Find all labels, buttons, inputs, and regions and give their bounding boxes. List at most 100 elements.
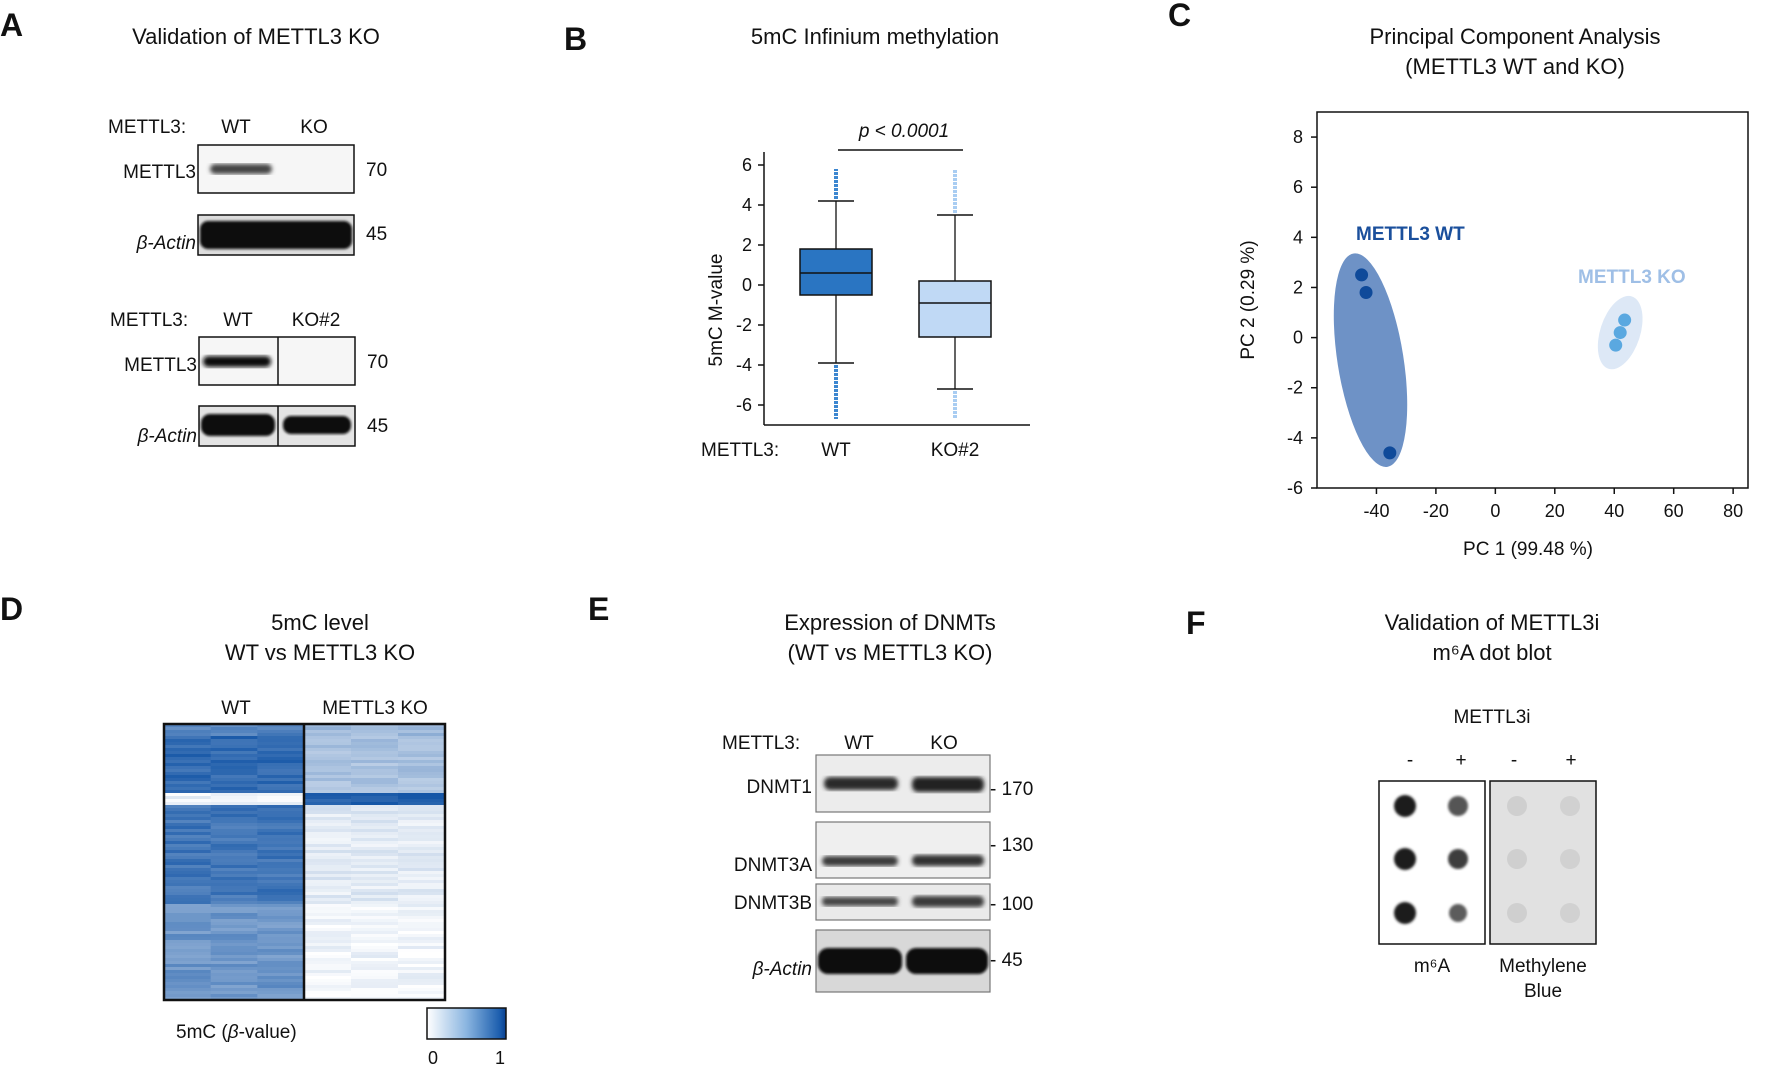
heatmap-cell-ko	[398, 946, 446, 950]
heatmap-cell-wt	[257, 919, 305, 923]
pca-frame	[1316, 111, 1749, 489]
heatmap-cell-wt	[210, 946, 258, 950]
heatmap-cell-wt	[164, 874, 212, 878]
heatmap-cell-ko	[304, 967, 352, 971]
heatmap-cell-ko	[398, 802, 446, 806]
heatmap-cell-wt	[257, 817, 305, 821]
pca-ytick-label: 2	[1293, 277, 1303, 297]
panel-f-title-line1: Validation of METTL3i	[1385, 610, 1600, 635]
heatmap-cell-wt	[257, 985, 305, 989]
heatmap-cell-wt	[257, 808, 305, 812]
pca-point-wt	[1359, 285, 1373, 299]
heatmap-cell-wt	[164, 898, 212, 902]
panel-e-title-line1: Expression of DNMTs	[784, 610, 996, 635]
heatmap-cell-ko	[304, 802, 352, 806]
heatmap-cell-wt	[164, 961, 212, 965]
heatmap-cell-ko	[351, 727, 399, 731]
heatmap-cell-wt	[257, 952, 305, 956]
heatmap-cell-wt	[164, 823, 212, 827]
heatmap-cell-wt	[210, 784, 258, 788]
heatmap-cell-ko	[304, 859, 352, 863]
heatmap-cell-ko	[398, 973, 446, 977]
heatmap-cell-wt	[164, 820, 212, 824]
heatmap-cell-wt	[210, 871, 258, 875]
heatmap-cell-ko	[304, 880, 352, 884]
heatmap-cell-wt	[257, 820, 305, 824]
heatmap-cell-wt	[257, 907, 305, 911]
heatmap-cell-ko	[398, 979, 446, 983]
heatmap-cell-wt	[210, 934, 258, 938]
blot-a2-mettl3-band-wt	[203, 356, 271, 367]
heatmap-cell-ko	[304, 757, 352, 761]
heatmap-cell-ko	[351, 880, 399, 884]
heatmap-cell-ko	[398, 964, 446, 968]
heatmap-cell-ko	[398, 892, 446, 896]
blot-a2-actin-band-ko	[283, 416, 351, 434]
heatmap-cell-ko	[398, 799, 446, 803]
heatmap-cell-ko	[398, 910, 446, 914]
blot-e-actin-band-ko	[906, 948, 988, 974]
heatmap-cell-wt	[210, 985, 258, 989]
heatmap-cell-ko	[398, 778, 446, 782]
heatmap-cell-ko	[351, 931, 399, 935]
heatmap-cell-wt	[210, 832, 258, 836]
heatmap-cell-ko	[304, 769, 352, 773]
panel-b-ylabel: 5mC M-value	[706, 254, 727, 367]
pca-ytick-label: -4	[1287, 428, 1303, 448]
heatmap-cell-ko	[304, 730, 352, 734]
heatmap-cell-wt	[257, 964, 305, 968]
heatmap-cell-ko	[351, 991, 399, 995]
heatmap-cell-wt	[210, 916, 258, 920]
blot-a1-actin-bands	[200, 221, 352, 249]
heatmap-cell-ko	[351, 952, 399, 956]
heatmap-cell-ko	[351, 889, 399, 893]
heatmap-cell-ko	[398, 727, 446, 731]
panel-label-a: A	[0, 7, 23, 43]
dotblot-mb-dots	[1507, 796, 1580, 923]
heatmap-cell-ko	[304, 919, 352, 923]
blot-e-actin-band-wt	[818, 948, 902, 974]
heatmap-cell-ko	[398, 922, 446, 926]
box-category-label: WT	[821, 440, 851, 461]
heatmap-cell-wt	[164, 799, 212, 803]
heatmap-cell-wt	[164, 919, 212, 923]
blot-a1-mw-actin: 45	[366, 224, 387, 245]
heatmap-cell-ko	[351, 883, 399, 887]
heatmap-cell-ko	[398, 859, 446, 863]
heatmap-cell-wt	[257, 958, 305, 962]
heatmap-cell-ko	[398, 817, 446, 821]
heatmap-cell-wt	[257, 904, 305, 908]
heatmap-cell-ko	[351, 862, 399, 866]
m6a-dot-plus-2	[1448, 849, 1468, 869]
heatmap-cell-wt	[164, 844, 212, 848]
heatmap-cell-ko	[304, 913, 352, 917]
heatmap-cell-ko	[398, 928, 446, 932]
box-ytick-label: 6	[742, 155, 752, 175]
heatmap-cell-ko	[304, 973, 352, 977]
pca-xtick-label: 40	[1604, 501, 1624, 521]
heatmap-cell-ko	[304, 865, 352, 869]
heatmap-cell-wt	[164, 757, 212, 761]
heatmap-cell-wt	[164, 739, 212, 743]
heatmap-cell-ko	[351, 844, 399, 848]
heatmap-cell-ko	[398, 901, 446, 905]
dotblot-label-mb-line1: Methylene	[1499, 956, 1587, 977]
m6a-dot-plus-3	[1449, 904, 1467, 922]
pca-point-wt	[1383, 446, 1397, 460]
box-ytick-label: 4	[742, 195, 752, 215]
heatmap-cell-wt	[257, 772, 305, 776]
heatmap-cell-wt	[257, 811, 305, 815]
heatmap-cell-ko	[351, 763, 399, 767]
heatmap-cell-ko	[351, 916, 399, 920]
heatmap-cell-ko	[304, 988, 352, 992]
heatmap-cell-wt	[210, 829, 258, 833]
heatmap-cell-wt	[257, 787, 305, 791]
heatmap-cell-ko	[304, 952, 352, 956]
pca-label-ko: METTL3 KO	[1578, 267, 1686, 288]
heatmap-cell-ko	[304, 736, 352, 740]
mb-dot-minus-3	[1507, 903, 1527, 923]
panel-b-condition-label: METTL3:	[701, 440, 779, 461]
heatmap-cell-ko	[398, 913, 446, 917]
heatmap-cell-wt	[164, 985, 212, 989]
heatmap-cell-wt	[164, 793, 212, 797]
